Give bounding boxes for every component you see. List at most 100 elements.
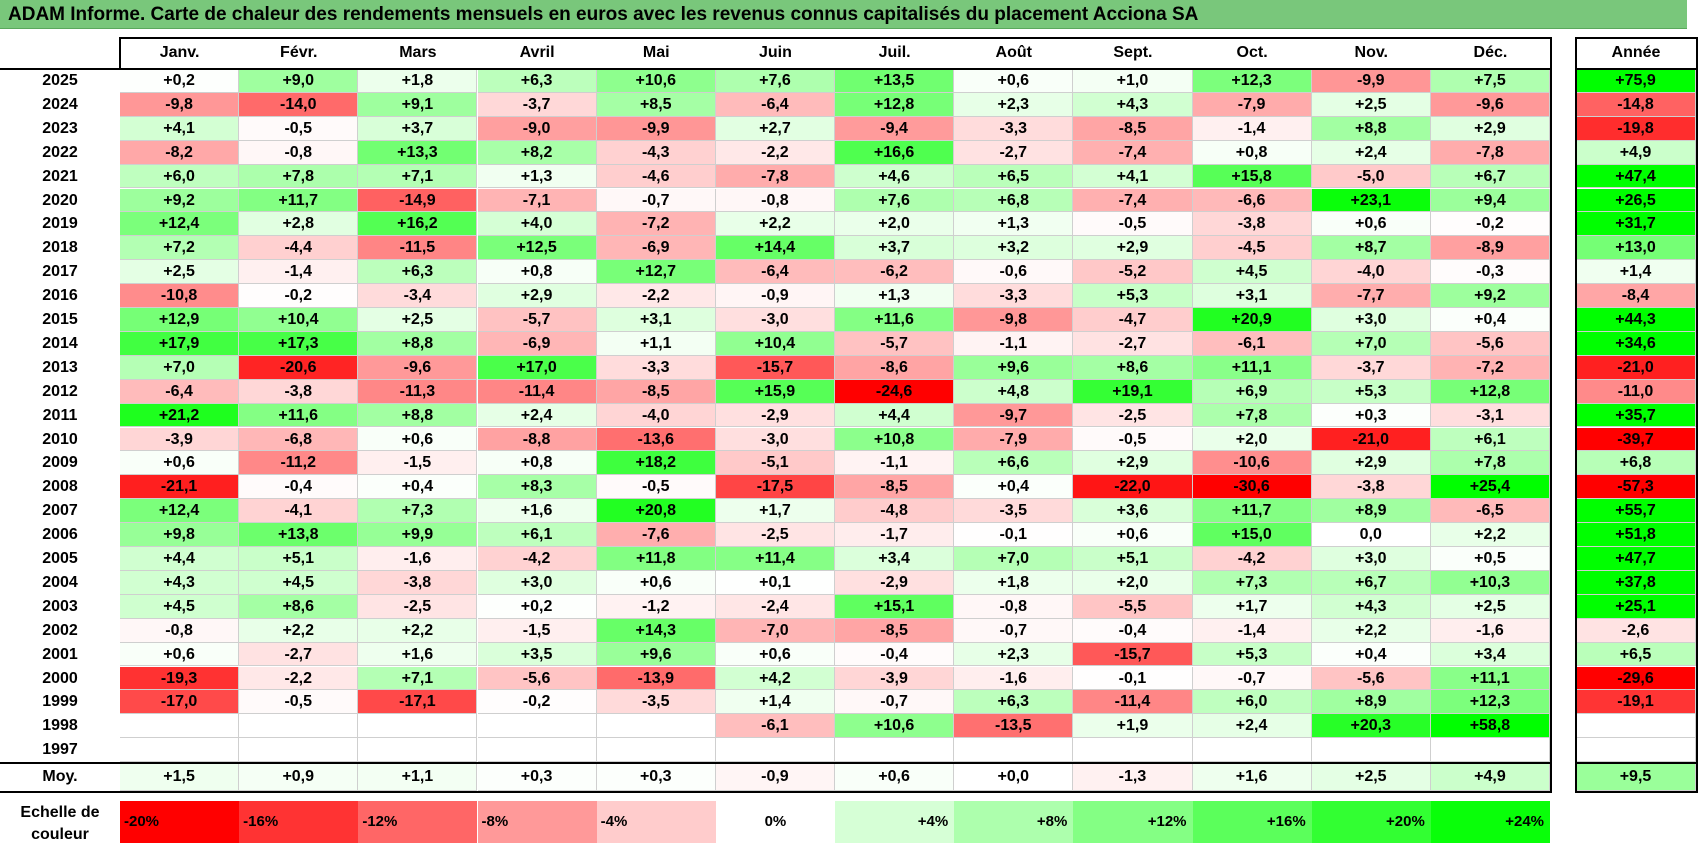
- heatmap-cell: -8,9: [1430, 236, 1551, 261]
- heatmap-cell: +18,2: [596, 451, 716, 476]
- heatmap-cell: +0,6: [358, 427, 478, 452]
- column-header: Nov.: [1354, 44, 1388, 61]
- color-scale-swatch: +4%: [835, 801, 955, 843]
- heatmap-cell: +3,7: [358, 116, 478, 141]
- heatmap-cell: +0,2: [477, 594, 597, 619]
- heatmap-cell: +11,1: [1192, 355, 1312, 380]
- heatmap-cell: [477, 738, 597, 763]
- row-year-label: 2015: [42, 311, 78, 328]
- heatmap-cell: +2,3: [954, 92, 1074, 117]
- heatmap-cell: +13,8: [239, 523, 359, 547]
- annual-bottom-line: [1575, 791, 1698, 793]
- heatmap-cell: +6,3: [477, 69, 597, 93]
- heatmap-cell: +20,3: [1311, 714, 1431, 739]
- heatmap-cell: -6,9: [596, 236, 716, 261]
- heatmap-cell: +0,6: [1311, 212, 1431, 237]
- heatmap-cell: +2,2: [239, 618, 359, 643]
- heatmap-cell: -3,9: [120, 427, 240, 452]
- annual-cell: -19,1: [1576, 690, 1696, 715]
- heatmap-cell: -1,2: [596, 594, 716, 619]
- heatmap-cell: -6,1: [715, 714, 835, 739]
- heatmap-cell: +1,6: [477, 499, 597, 524]
- heatmap-cell: -11,5: [358, 236, 478, 261]
- heatmap-cell: +2,5: [358, 308, 478, 332]
- heatmap-cell: +12,3: [1430, 690, 1551, 715]
- heatmap-cell: +8,9: [1311, 499, 1431, 524]
- heatmap-cell: +2,2: [358, 618, 478, 643]
- heatmap-cell: +8,8: [1311, 116, 1431, 141]
- heatmap-cell: -11,3: [358, 379, 478, 404]
- heatmap-cell: +16,6: [835, 140, 955, 165]
- heatmap-cell: -5,2: [1073, 260, 1193, 285]
- heatmap-cell: +0,5: [1430, 547, 1551, 571]
- heatmap-cell: -3,8: [1192, 212, 1312, 237]
- heatmap-cell: -19,3: [120, 666, 240, 691]
- heatmap-cell: -0,7: [954, 618, 1074, 643]
- row-year-label: 2009: [42, 454, 78, 472]
- color-scale-swatch: -4%: [596, 801, 716, 843]
- heatmap-cell: +4,3: [1073, 92, 1193, 117]
- heatmap-cell: +4,5: [1192, 260, 1312, 285]
- heatmap-cell: +2,5: [1311, 92, 1431, 117]
- annual-header-bottom-line: [1575, 68, 1698, 70]
- heatmap-cell: +4,1: [1073, 164, 1193, 189]
- heatmap-cell: +3,6: [1073, 499, 1193, 524]
- heatmap-cell: -0,2: [1430, 212, 1551, 237]
- heatmap-cell: -7,1: [477, 188, 597, 213]
- heatmap-cell: +21,2: [120, 403, 240, 428]
- annual-cell: -11,0: [1576, 379, 1696, 404]
- heatmap-cell: -0,7: [596, 188, 716, 213]
- row-year-label: 2003: [42, 597, 78, 615]
- heatmap-cell: -6,4: [715, 92, 835, 117]
- annual-cell: +26,5: [1576, 188, 1696, 213]
- annual-cell: -57,3: [1576, 475, 1696, 500]
- heatmap-cell: -1,1: [954, 331, 1074, 356]
- average-annual-cell: +9,5: [1576, 763, 1696, 791]
- heatmap-cell: -7,0: [715, 618, 835, 643]
- heatmap-cell: +3,2: [954, 236, 1074, 261]
- color-scale-swatch: -16%: [239, 801, 359, 843]
- column-header: Mai: [642, 44, 670, 61]
- heatmap-cell: -4,3: [596, 140, 716, 165]
- column-header: Juin: [758, 44, 792, 61]
- heatmap-cell: [358, 714, 478, 739]
- heatmap-cell: -0,2: [239, 284, 359, 308]
- heatmap-cell: [954, 738, 1074, 763]
- heatmap-cell: [1192, 738, 1312, 763]
- heatmap-cell: -2,7: [1073, 331, 1193, 356]
- heatmap-cell: +7,1: [358, 164, 478, 189]
- year-column-header: Année: [1611, 44, 1661, 61]
- color-scale-swatch: -20%: [120, 801, 240, 843]
- heatmap-cell: -6,5: [1430, 499, 1551, 524]
- heatmap-cell: -2,9: [835, 570, 955, 595]
- average-cell: +2,5: [1311, 763, 1431, 791]
- heatmap-cell: -0,7: [1192, 666, 1312, 691]
- heatmap-cell: +11,7: [1192, 499, 1312, 524]
- heatmap-cell: -5,1: [715, 451, 835, 476]
- annual-top-line: [1575, 37, 1698, 39]
- heatmap-cell: +6,7: [1311, 570, 1431, 595]
- heatmap-cell: -1,5: [477, 618, 597, 643]
- heatmap-cell: +8,9: [1311, 690, 1431, 715]
- annual-cell: +47,4: [1576, 164, 1696, 189]
- column-header: Sept.: [1113, 44, 1153, 61]
- heatmap-cell: +2,9: [1073, 451, 1193, 476]
- heatmap-cell: -5,6: [1430, 331, 1551, 356]
- heatmap-cell: +4,2: [715, 666, 835, 691]
- heatmap-cell: -2,5: [715, 523, 835, 547]
- annual-cell: +6,5: [1576, 642, 1696, 667]
- heatmap-cell: [835, 738, 955, 763]
- heatmap-cell: +20,9: [1192, 308, 1312, 332]
- row-year-label: 2007: [42, 502, 78, 520]
- heatmap-cell: [239, 714, 359, 739]
- heatmap-cell: -5,7: [835, 331, 955, 356]
- heatmap-cell: -7,7: [1311, 284, 1431, 308]
- column-header: Mars: [399, 44, 437, 61]
- average-cell: +0,3: [477, 763, 597, 791]
- heatmap-cell: [358, 738, 478, 763]
- heatmap-cell: +1,6: [358, 642, 478, 667]
- heatmap-cell: +11,8: [596, 547, 716, 571]
- heatmap-cell: +8,6: [239, 594, 359, 619]
- heatmap-cell: +7,0: [954, 547, 1074, 571]
- heatmap-cell: +9,8: [120, 523, 240, 547]
